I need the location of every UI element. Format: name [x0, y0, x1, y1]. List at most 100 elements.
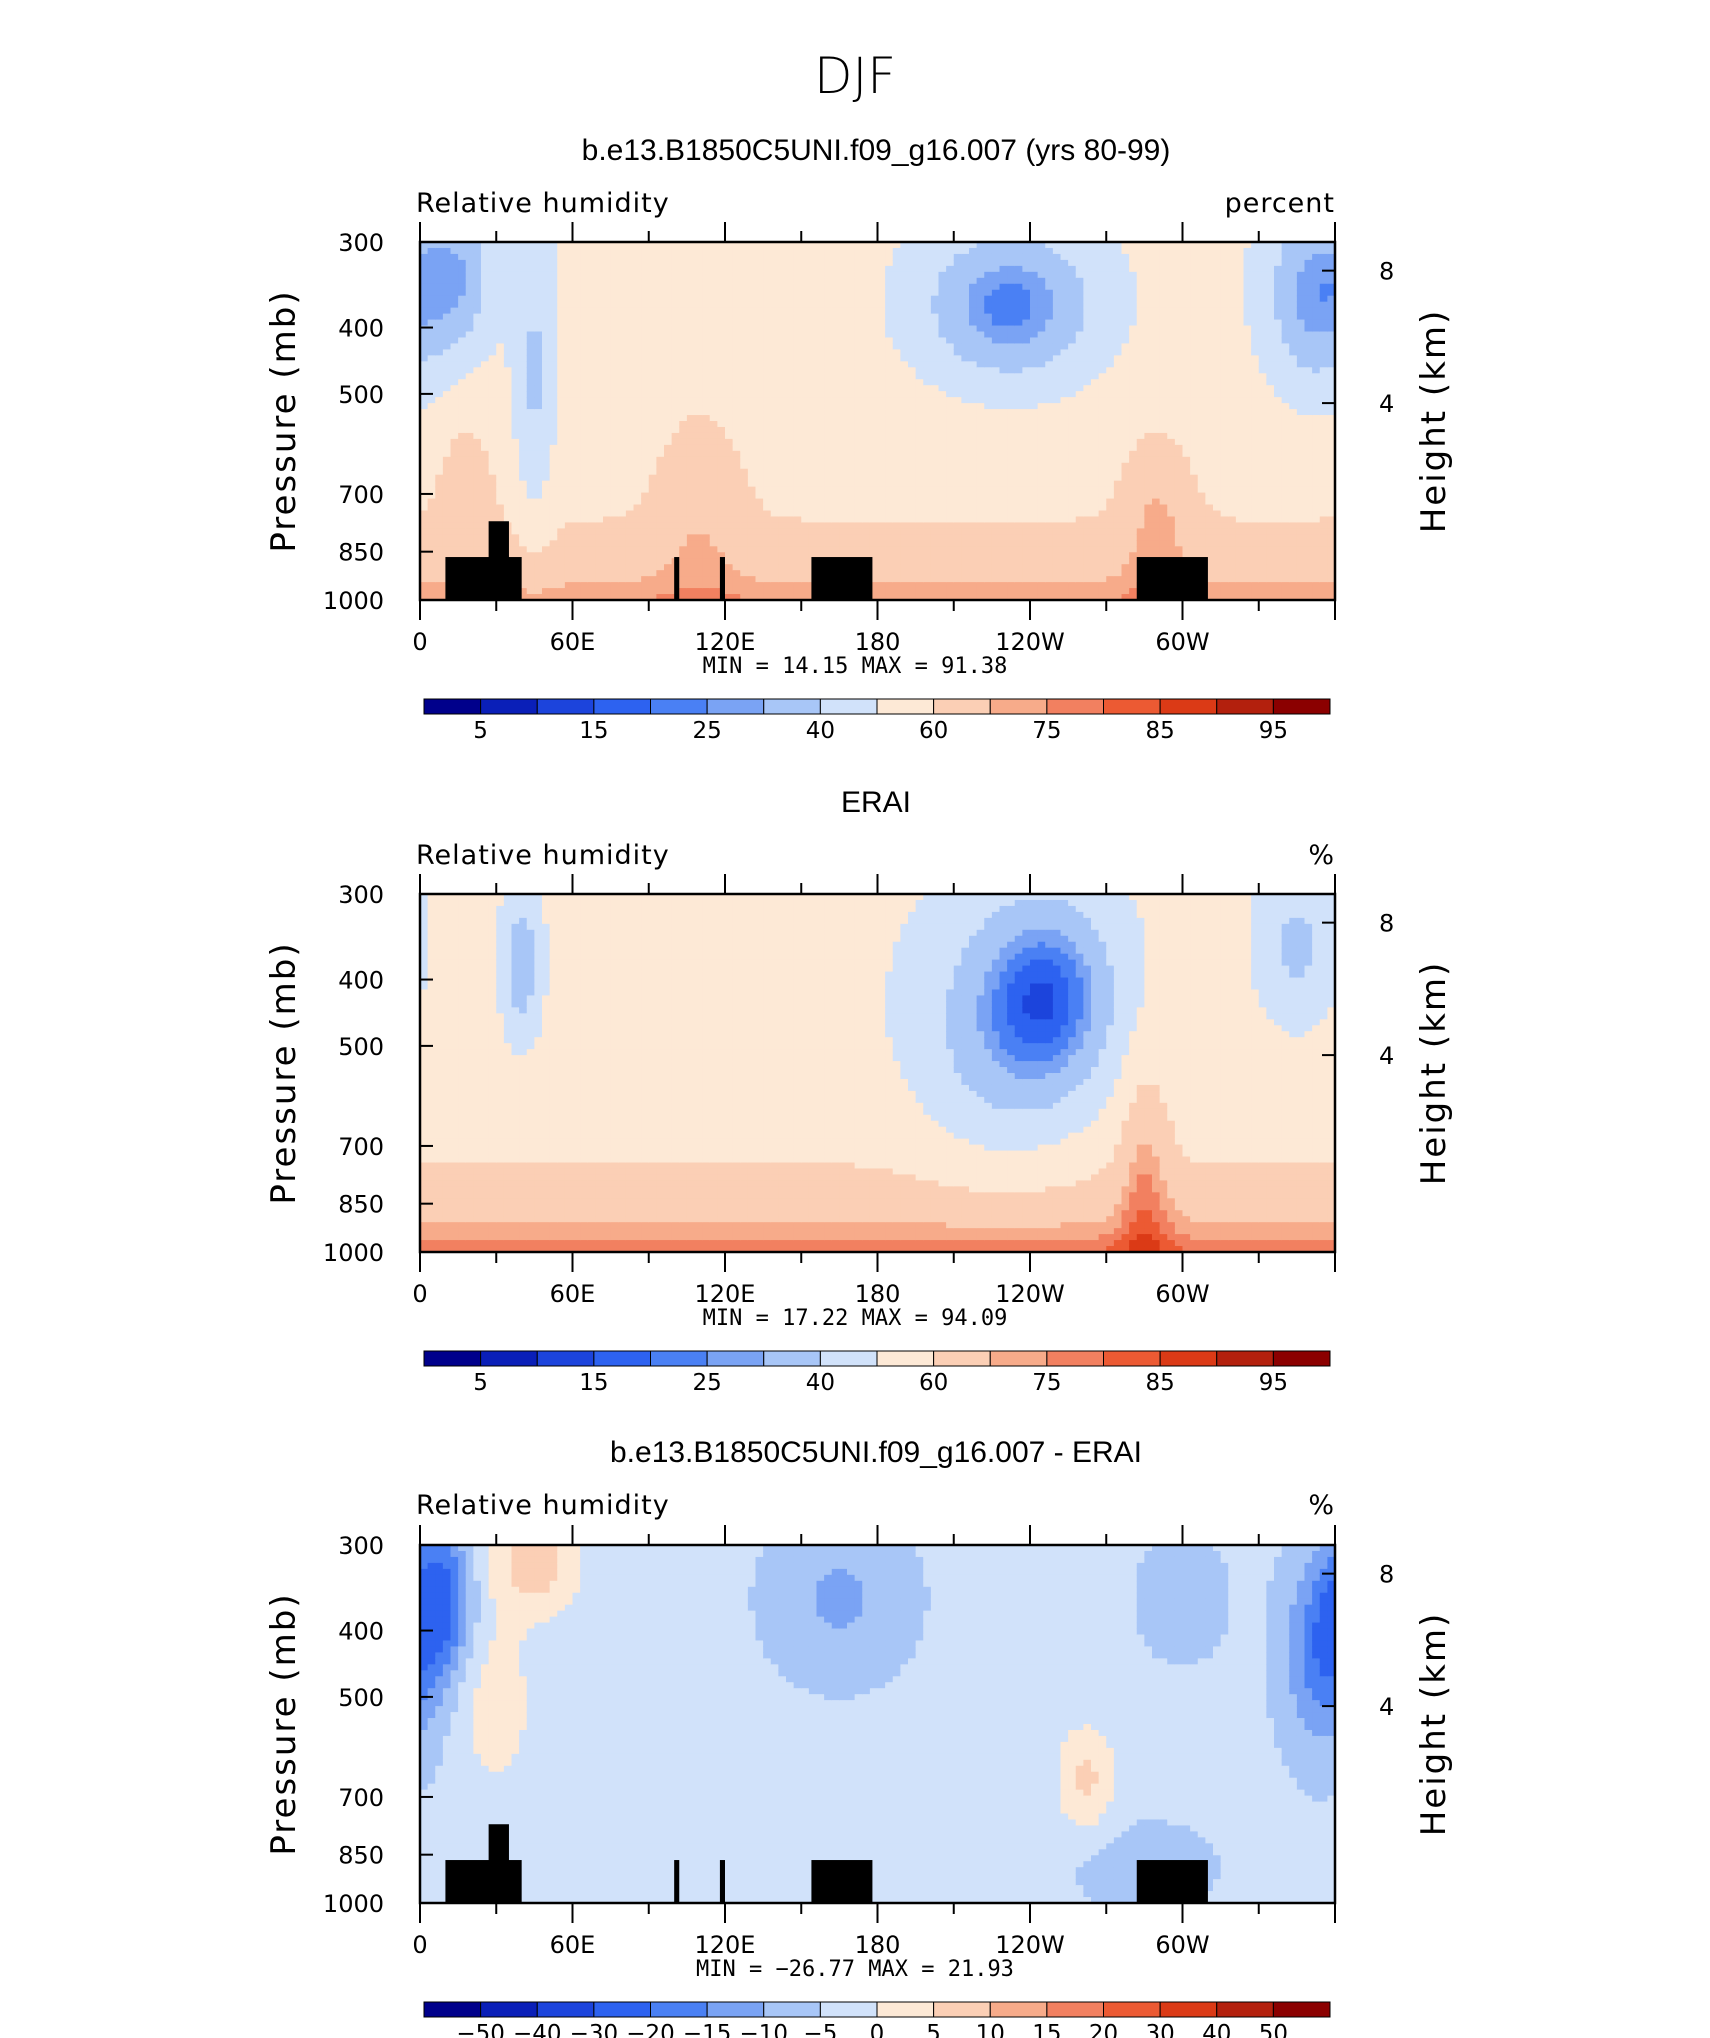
field-cell — [611, 248, 619, 255]
field-cell — [489, 248, 497, 255]
field-cell — [817, 427, 825, 434]
field-cell — [733, 266, 741, 273]
field-cell — [702, 349, 710, 356]
field-cell — [908, 457, 916, 464]
field-cell — [946, 308, 954, 315]
field-cell — [893, 308, 901, 315]
field-cell — [717, 373, 725, 380]
field-cell — [794, 451, 802, 458]
field-cell — [641, 421, 649, 428]
field-cell — [588, 570, 596, 577]
field-cell — [885, 421, 893, 428]
field-cell — [565, 457, 573, 464]
field-cell — [656, 546, 664, 553]
field-cell — [984, 308, 992, 315]
field-cell — [740, 421, 748, 428]
field-cell — [451, 505, 459, 512]
field-cell — [634, 379, 642, 386]
field-cell — [893, 373, 901, 380]
field-cell — [626, 385, 634, 392]
field-cell — [519, 445, 527, 452]
field-cell — [893, 540, 901, 547]
field-cell — [1007, 427, 1015, 434]
field-cell — [809, 355, 817, 362]
field-cell — [908, 582, 916, 589]
field-cell — [672, 457, 680, 464]
field-cell — [900, 308, 908, 315]
field-cell — [961, 427, 969, 434]
field-cell — [618, 320, 626, 327]
field-cell — [763, 385, 771, 392]
field-cell — [595, 290, 603, 297]
field-cell — [1045, 546, 1053, 553]
field-cell — [641, 582, 649, 589]
field-cell — [725, 349, 733, 356]
field-cell — [939, 266, 947, 273]
field-cell — [451, 540, 459, 547]
field-cell — [885, 528, 893, 535]
field-cell — [847, 343, 855, 350]
field-cell — [923, 463, 931, 470]
field-cell — [786, 272, 794, 279]
field-cell — [634, 343, 642, 350]
field-cell — [550, 451, 558, 458]
field-cell — [946, 534, 954, 541]
field-cell — [489, 409, 497, 416]
field-cell — [550, 511, 558, 518]
field-cell — [1038, 409, 1046, 416]
field-cell — [611, 343, 619, 350]
field-cell — [1038, 433, 1046, 440]
field-cell — [519, 385, 527, 392]
field-cell — [1038, 326, 1046, 333]
field-cell — [527, 367, 535, 374]
field-cell — [435, 320, 443, 327]
field-cell — [733, 487, 741, 494]
field-cell — [428, 511, 436, 518]
field-cell — [451, 248, 459, 255]
field-cell — [573, 433, 581, 440]
field-cell — [748, 343, 756, 350]
field-cell — [672, 534, 680, 541]
field-cell — [687, 278, 695, 285]
field-cell — [916, 493, 924, 500]
field-cell — [473, 266, 481, 273]
field-cell — [1038, 540, 1046, 547]
field-cell — [687, 493, 695, 500]
field-cell — [595, 373, 603, 380]
field-cell — [695, 463, 703, 470]
field-cell — [588, 564, 596, 571]
field-cell — [878, 445, 886, 452]
field-cell — [809, 308, 817, 315]
field-cell — [557, 379, 565, 386]
field-cell — [725, 314, 733, 321]
field-cell — [862, 540, 870, 547]
field-cell — [961, 552, 969, 559]
field-cell — [961, 481, 969, 488]
field-cell — [534, 343, 542, 350]
field-cell — [771, 493, 779, 500]
field-cell — [649, 349, 657, 356]
field-cell — [954, 570, 962, 577]
field-cell — [527, 284, 535, 291]
field-cell — [481, 254, 489, 261]
field-cell — [923, 296, 931, 303]
field-cell — [984, 493, 992, 500]
field-cell — [519, 522, 527, 529]
field-cell — [954, 337, 962, 344]
field-cell — [641, 248, 649, 255]
field-cell — [878, 397, 886, 404]
field-cell — [496, 433, 504, 440]
field-cell — [634, 487, 642, 494]
field-cell — [984, 379, 992, 386]
field-cell — [862, 314, 870, 321]
field-cell — [885, 427, 893, 434]
field-cell — [641, 349, 649, 356]
field-cell — [717, 326, 725, 333]
field-cell — [687, 516, 695, 523]
field-cell — [916, 379, 924, 386]
field-cell — [969, 528, 977, 535]
field-cell — [801, 493, 809, 500]
field-cell — [946, 493, 954, 500]
field-cell — [435, 558, 443, 565]
field-cell — [695, 290, 703, 297]
